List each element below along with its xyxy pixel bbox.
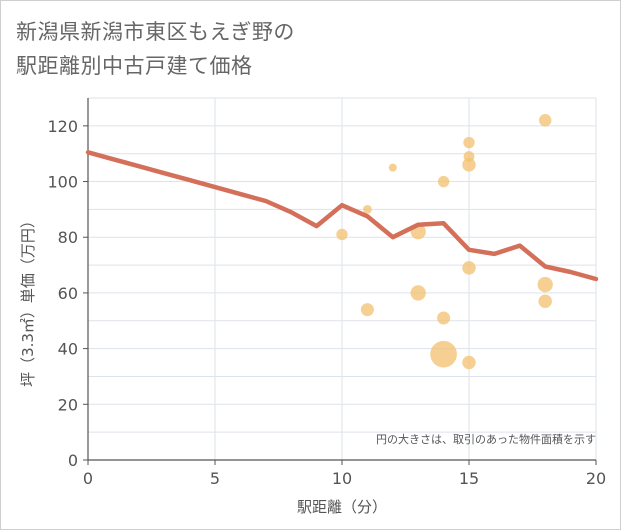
chart-title-line2: 駅距離別中古戸建て価格 — [16, 54, 253, 78]
data-point — [388, 163, 397, 172]
data-point — [437, 311, 451, 325]
data-point — [410, 285, 426, 301]
data-point — [463, 136, 475, 149]
data-point — [538, 294, 552, 309]
y-tick-label: 20 — [58, 395, 78, 414]
y-tick-label: 100 — [47, 173, 78, 192]
x-tick-label: 20 — [586, 469, 606, 488]
chart-title: 新潟県新潟市東区もえぎ野の 駅距離別中古戸建て価格 — [16, 15, 456, 83]
x-axis-label: 駅距離（分） — [297, 498, 387, 516]
y-tick-label: 60 — [58, 284, 78, 303]
data-point — [538, 114, 552, 127]
x-tick-label: 0 — [83, 469, 93, 488]
chart-title-line1: 新潟県新潟市東区もえぎ野の — [16, 20, 295, 44]
x-tick-label: 5 — [210, 469, 220, 488]
y-tick-label: 80 — [58, 228, 78, 247]
data-point — [362, 204, 372, 214]
x-tick-label: 10 — [332, 469, 352, 488]
data-point — [430, 340, 457, 368]
data-point — [462, 261, 476, 275]
y-tick-label: 0 — [68, 451, 78, 470]
y-tick-label: 120 — [47, 117, 78, 136]
y-axis-label: 坪（3.3㎡）単価（万円） — [19, 213, 37, 387]
data-point — [360, 303, 374, 317]
grid-lines — [88, 97, 597, 460]
bubble-size-note: 円の大きさは、取引のあった物件面積を示す — [376, 432, 596, 446]
trend-line — [85, 150, 599, 282]
data-point — [462, 158, 476, 172]
x-tick-label: 15 — [459, 469, 479, 488]
axis-labels: 駅距離（分） 坪（3.3㎡）単価（万円） 円の大きさは、取引のあった物件面積を示… — [19, 213, 596, 516]
y-tick-label: 40 — [58, 340, 78, 359]
axes: 0 5 10 15 20 0 20 40 60 80 100 120 — [47, 98, 606, 488]
data-point — [537, 276, 553, 293]
trend-line-group — [85, 150, 599, 282]
data-point — [437, 175, 450, 188]
data-point — [336, 228, 348, 241]
data-points — [336, 114, 553, 370]
data-point — [462, 355, 476, 370]
